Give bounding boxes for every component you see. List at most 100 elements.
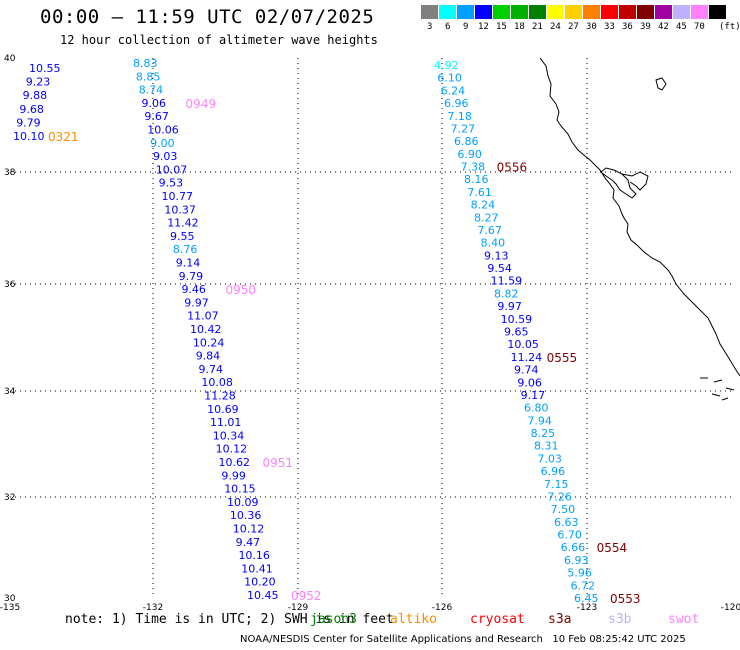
satellite-s3a: s3a (548, 612, 572, 627)
pass-time-label: 0951 (263, 456, 294, 470)
wave-height-value: 9.00 (150, 137, 175, 150)
wave-height-value: 9.17 (521, 389, 546, 402)
wave-height-value: 9.79 (179, 270, 204, 283)
wave-height-value: 10.12 (233, 523, 265, 536)
scale-swatch (421, 5, 438, 19)
wave-height-value: 6.86 (454, 135, 479, 148)
scale-label: 70 (694, 22, 705, 32)
wave-height-value: 10.34 (213, 429, 245, 442)
pass-time-label: 0553 (610, 592, 641, 606)
wave-height-value: 9.06 (517, 376, 542, 389)
longitude-label: -123 (577, 603, 597, 613)
satellite-s3b: s3b (608, 612, 632, 627)
scale-label: 24 (550, 22, 561, 32)
wave-height-value: 10.77 (162, 190, 194, 203)
wave-height-value: 7.67 (477, 224, 502, 237)
wave-height-value: 8.85 (136, 70, 161, 83)
latitude-label: 30 (4, 594, 16, 604)
wave-height-value: 9.03 (153, 150, 178, 163)
wave-height-value: 9.97 (184, 296, 209, 309)
satellite-jason3: jason3 (310, 612, 357, 627)
wave-height-value: 6.24 (441, 84, 466, 97)
wave-height-value: 6.93 (564, 554, 589, 567)
scale-swatch (565, 5, 582, 19)
scale-swatch (439, 5, 456, 19)
pass-time-label: 0952 (291, 589, 322, 603)
wave-height-value: 6.96 (444, 97, 469, 110)
pass-time-label: 0950 (225, 283, 256, 297)
wave-height-value: 9.06 (142, 97, 167, 110)
wave-height-value: 10.16 (238, 549, 270, 562)
pass-time-label: 0554 (597, 541, 628, 555)
wave-height-value: 9.68 (19, 103, 44, 116)
pass-time-label: 0321 (48, 130, 79, 144)
wave-height-value: 9.46 (181, 283, 206, 296)
wave-height-value: 11.07 (187, 310, 219, 323)
scale-swatch (709, 5, 726, 19)
wave-height-value: 6.80 (524, 402, 549, 415)
scale-swatch (673, 5, 690, 19)
wave-height-value: 8.27 (474, 211, 499, 224)
scale-label: 42 (658, 22, 669, 32)
wave-height-value: 9.53 (159, 177, 184, 190)
wave-height-value: 10.42 (190, 323, 222, 336)
wave-height-value: 8.16 (464, 173, 489, 186)
satellite-cryosat: cryosat (470, 612, 525, 627)
wave-height-value: 10.62 (219, 456, 251, 469)
wave-height-value: 9.74 (199, 363, 224, 376)
longitude-label: -126 (432, 603, 453, 613)
wave-height-value: 9.84 (196, 350, 221, 363)
wave-height-value: 9.55 (170, 230, 195, 243)
wave-height-value: 9.74 (514, 364, 539, 377)
satellite-swot: swot (668, 612, 700, 627)
wave-height-value: 6.63 (554, 516, 579, 529)
wave-height-value: 9.54 (487, 262, 512, 275)
wave-height-value: 6.10 (437, 72, 462, 85)
scale-swatch (601, 5, 618, 19)
wave-height-value: 8.82 (494, 287, 519, 300)
wave-height-value: 6.70 (557, 529, 582, 542)
wave-height-value: 10.10 (13, 130, 45, 143)
california-coastline (539, 57, 740, 377)
wave-height-value: 6.96 (541, 465, 566, 478)
wave-height-value: 9.97 (497, 300, 522, 313)
wave-height-value: 10.45 (247, 589, 279, 602)
wave-height-value: 11.59 (491, 275, 522, 288)
wave-height-value: 10.59 (501, 313, 532, 326)
wave-height-value: 10.12 (216, 443, 248, 456)
longitude-label: -135 (0, 603, 20, 613)
wave-height-value: 8.24 (471, 199, 496, 212)
wave-height-value: 7.94 (527, 414, 552, 427)
wave-height-value: 9.67 (144, 110, 169, 123)
wave-height-value: 10.08 (201, 376, 233, 389)
wave-height-value: 6.72 (571, 579, 596, 592)
scale-swatch (619, 5, 636, 19)
longitude-label: -129 (288, 603, 309, 613)
wave-height-value: 10.15 (224, 483, 256, 496)
pass-time-label: 0556 (497, 161, 528, 175)
wave-height-value: 9.65 (504, 326, 529, 339)
scale-swatch (583, 5, 600, 19)
wave-height-value: 7.50 (551, 503, 576, 516)
footer-credit: NOAA/NESDIS Center for Satellite Applica… (240, 634, 686, 645)
scale-label: 12 (478, 22, 489, 32)
wave-height-value: 8.40 (481, 237, 506, 250)
scale-label: 15 (496, 22, 507, 32)
wave-height-value: 5.96 (567, 567, 592, 580)
scale-label: 39 (640, 22, 651, 32)
wave-height-value: 7.27 (451, 122, 476, 135)
wave-height-value: 9.47 (236, 536, 261, 549)
wave-height-value: 7.18 (447, 110, 472, 123)
credit-text: NOAA/NESDIS Center for Satellite Applica… (240, 634, 543, 645)
scale-label: 18 (514, 22, 525, 32)
wave-height-value: 10.06 (147, 124, 179, 137)
scale-label: 30 (586, 22, 597, 32)
credit-timestamp: 10 Feb 08:25:42 UTC 2025 (552, 634, 686, 645)
scale-label: 36 (622, 22, 633, 32)
coastline (539, 57, 740, 401)
scale-swatch (547, 5, 564, 19)
wave-height-value: 8.76 (173, 243, 198, 256)
wave-height-value: 9.99 (221, 469, 246, 482)
wave-height-value: 7.03 (537, 452, 562, 465)
wave-height-value: 10.36 (230, 509, 262, 522)
